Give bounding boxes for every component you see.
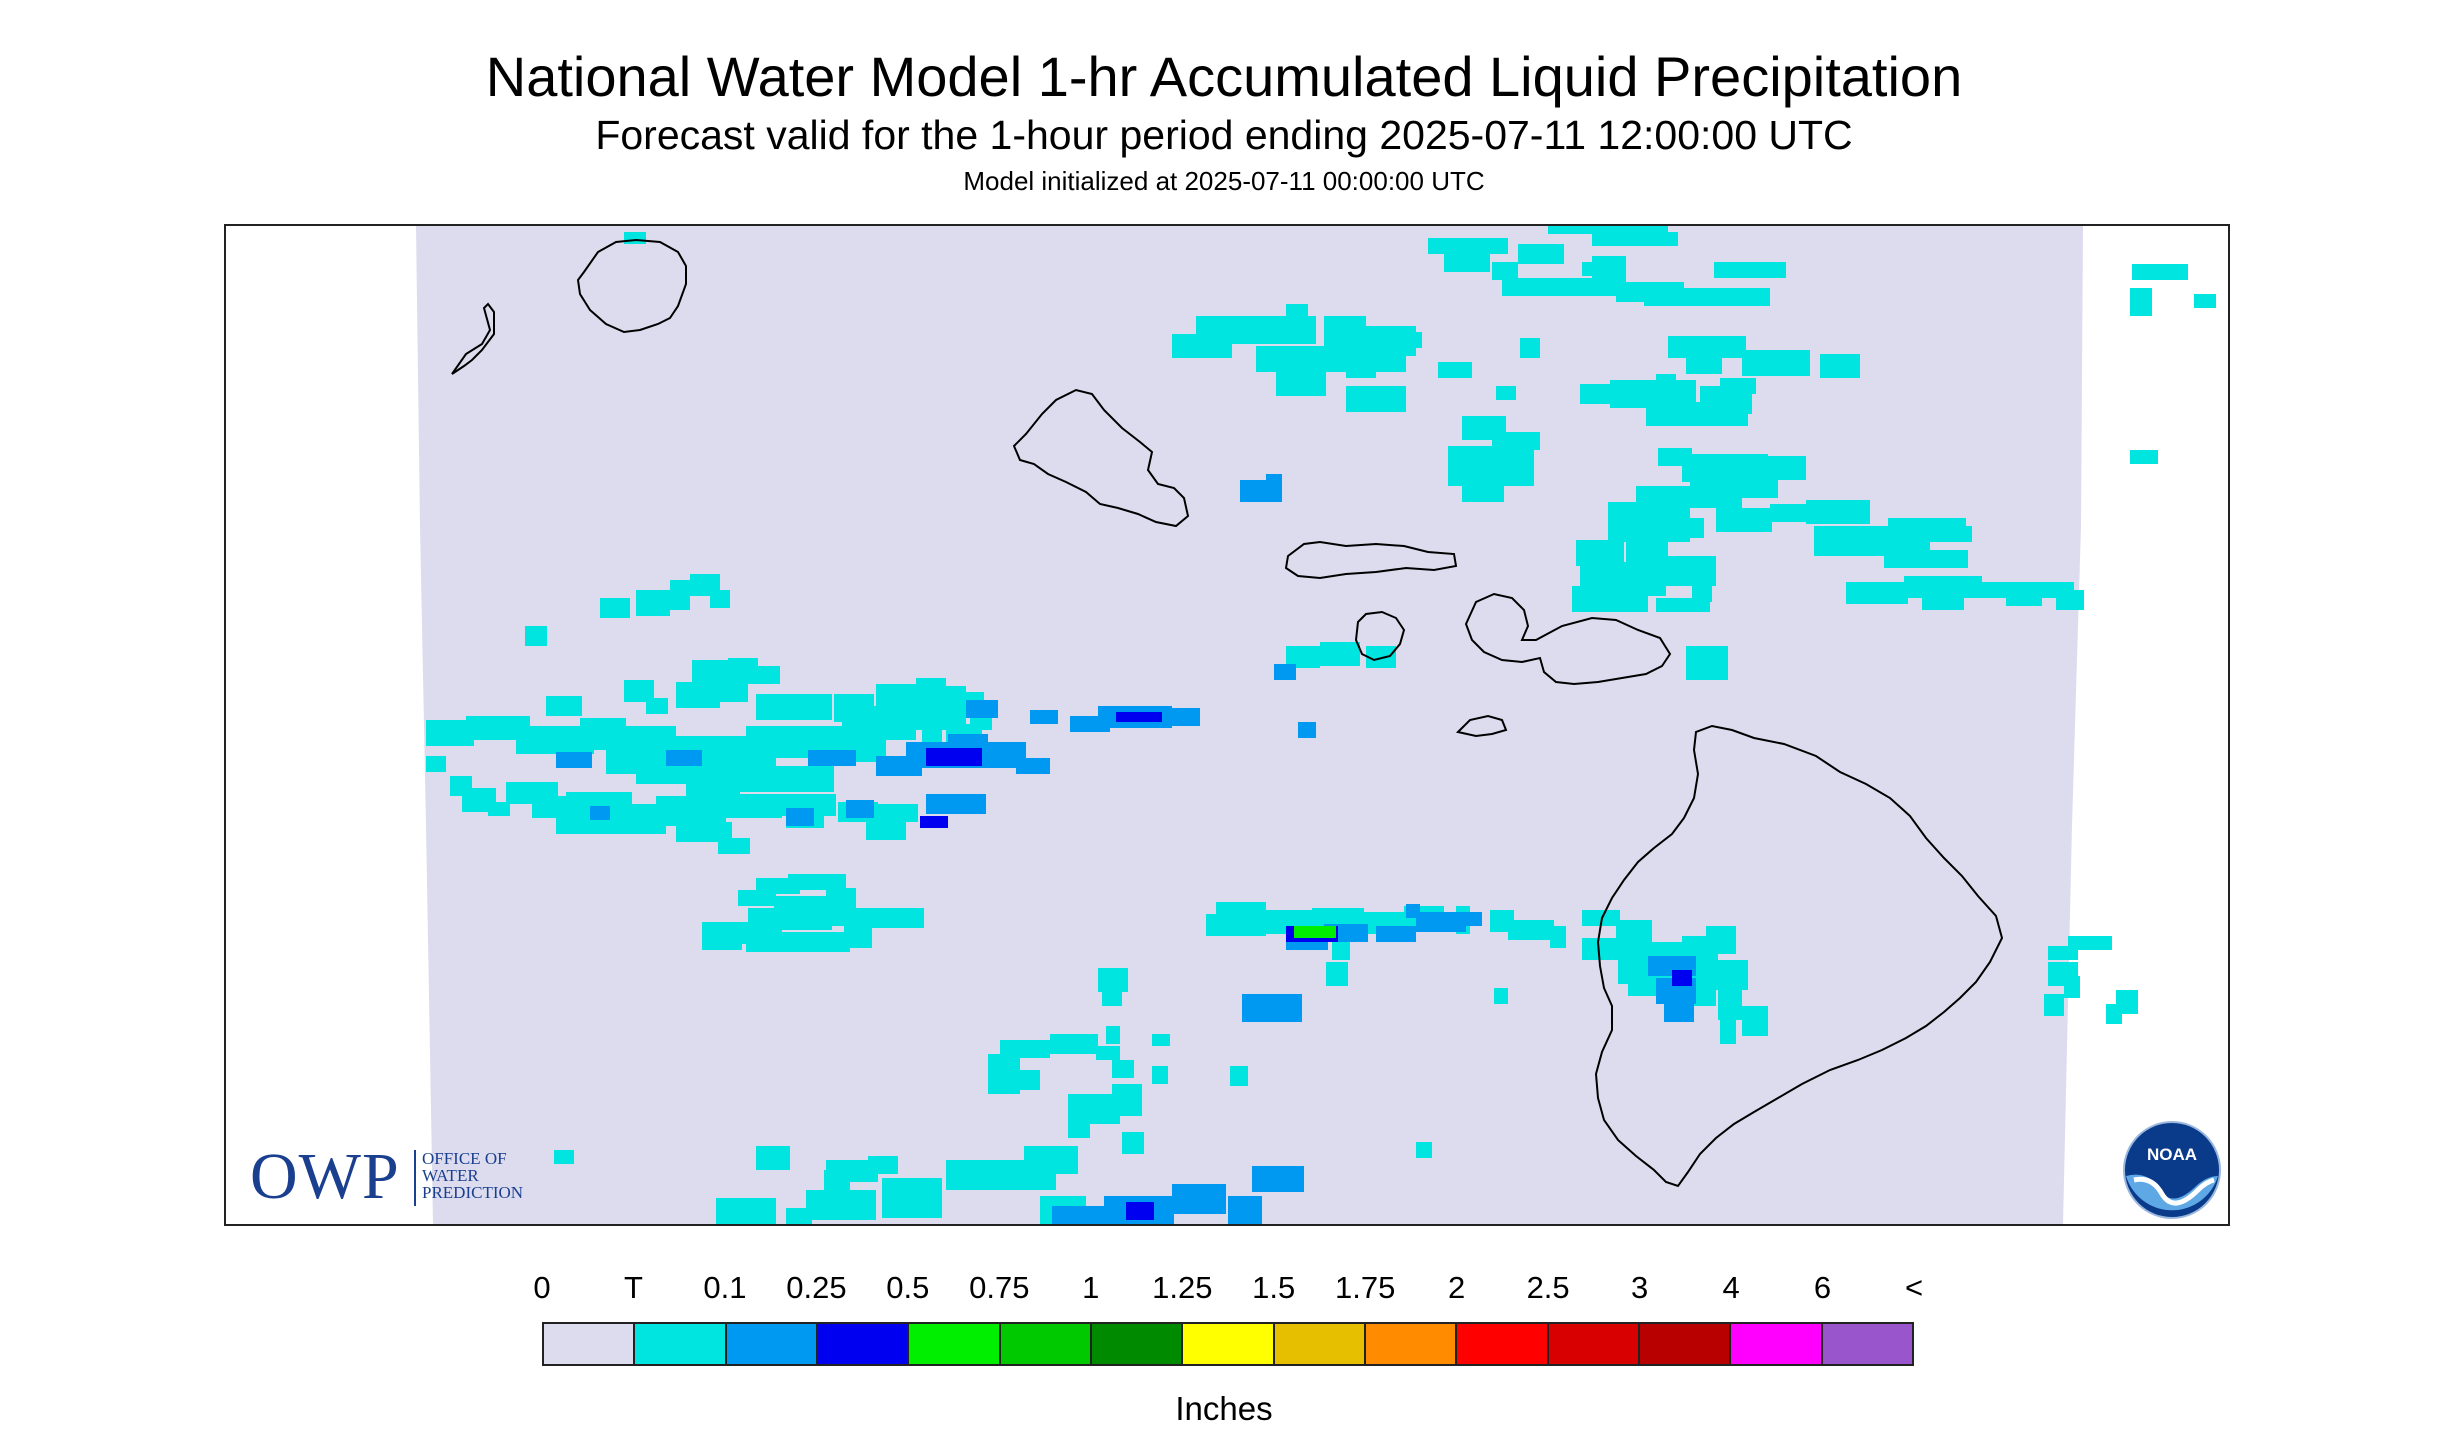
lanai-island bbox=[1354, 610, 1406, 662]
owp-logo-line-1: OFFICE OF bbox=[422, 1149, 507, 1168]
colorbar-swatch bbox=[726, 1324, 818, 1364]
maui-island bbox=[1464, 592, 1672, 686]
colorbar-swatch bbox=[635, 1324, 727, 1364]
colorbar-label: 0.5 bbox=[886, 1270, 930, 1305]
owp-logo-name: OFFICE OF WATER PREDICTION bbox=[422, 1150, 523, 1201]
colorbar-label: 2.5 bbox=[1526, 1270, 1570, 1305]
chart-subtitle: Forecast valid for the 1-hour period end… bbox=[595, 112, 1853, 158]
colorbar-swatch bbox=[1822, 1324, 1912, 1364]
noaa-logo-text: NOAA bbox=[2147, 1145, 2197, 1164]
colorbar-label: 1 bbox=[1082, 1270, 1100, 1305]
owp-logo: OWP OFFICE OF WATER PREDICTION bbox=[240, 1142, 570, 1212]
colorbar-label: 3 bbox=[1630, 1270, 1649, 1305]
colorbar-swatch bbox=[544, 1324, 636, 1364]
hawaii-big-island bbox=[1594, 724, 2004, 1188]
colorbar-label: 0.25 bbox=[786, 1270, 847, 1305]
owp-logo-letters: OWP bbox=[250, 1140, 400, 1213]
oahu-island bbox=[1012, 388, 1190, 528]
colorbar-label: 1.75 bbox=[1335, 1270, 1396, 1305]
colorbar-swatch bbox=[1548, 1324, 1640, 1364]
colorbar-swatch bbox=[1639, 1324, 1732, 1364]
owp-logo-line-3: PREDICTION bbox=[422, 1183, 524, 1202]
owp-logo-divider bbox=[414, 1150, 416, 1206]
colorbar-label: T bbox=[623, 1270, 643, 1305]
model-init-line: Model initialized at 2025-07-11 00:00:00… bbox=[963, 166, 1485, 196]
colorbar-label: 1.25 bbox=[1152, 1270, 1213, 1305]
colorbar-swatch bbox=[817, 1324, 910, 1364]
colorbar-swatch bbox=[1091, 1324, 1184, 1364]
niihau-island bbox=[451, 302, 495, 375]
colorbar-swatch bbox=[909, 1324, 1001, 1364]
kauai-island bbox=[576, 238, 687, 334]
map-canvas bbox=[416, 226, 2216, 1224]
colorbar-units: Inches bbox=[1175, 1390, 1273, 1427]
colorbar-label: 0 bbox=[533, 1270, 551, 1305]
colorbar-label: < bbox=[1904, 1270, 1924, 1305]
island-coastlines bbox=[451, 238, 2004, 1188]
colorbar-swatch bbox=[1365, 1324, 1458, 1364]
colorbar-label: 2 bbox=[1448, 1270, 1466, 1305]
precip-trace-cells bbox=[426, 226, 2216, 1224]
colorbar-swatch bbox=[1274, 1324, 1366, 1364]
owp-logo-line-2: WATER bbox=[422, 1166, 479, 1185]
noaa-logo: NOAA bbox=[2123, 1121, 2221, 1219]
molokai-island bbox=[1284, 540, 1458, 580]
kahoolawe-island bbox=[1456, 714, 1508, 738]
colorbar bbox=[542, 1322, 1914, 1366]
chart-title: National Water Model 1-hr Accumulated Li… bbox=[485, 45, 1963, 108]
colorbar-label: 1.5 bbox=[1252, 1270, 1296, 1305]
colorbar-label: 0.75 bbox=[969, 1270, 1030, 1305]
precip-heavy-cells bbox=[1294, 926, 1336, 938]
colorbar-label: 0.1 bbox=[703, 1270, 747, 1305]
colorbar-label: 6 bbox=[1813, 1270, 1832, 1305]
colorbar-swatch bbox=[1000, 1324, 1092, 1364]
colorbar-label: 4 bbox=[1722, 1270, 1740, 1305]
colorbar-swatch bbox=[1731, 1324, 1823, 1364]
colorbar-swatch bbox=[1183, 1324, 1275, 1364]
colorbar-swatch bbox=[1457, 1324, 1549, 1364]
precipitation-map: OWP OFFICE OF WATER PREDICTION NOAA bbox=[224, 224, 2230, 1226]
